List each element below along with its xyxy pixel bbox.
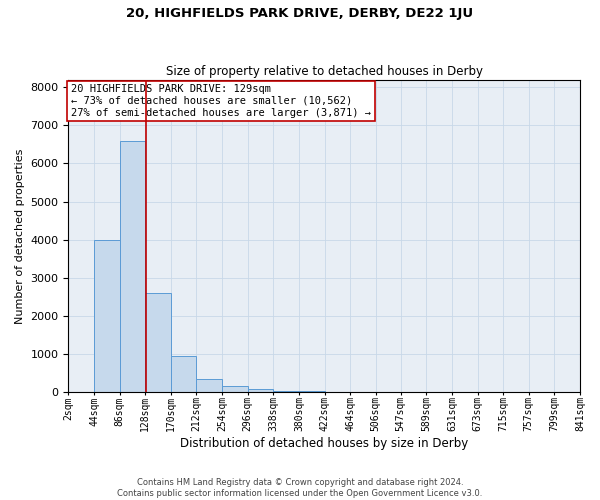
Bar <box>196 380 222 392</box>
Bar <box>145 293 171 392</box>
Text: 20 HIGHFIELDS PARK DRIVE: 129sqm
← 73% of detached houses are smaller (10,562)
2: 20 HIGHFIELDS PARK DRIVE: 129sqm ← 73% o… <box>71 84 371 117</box>
Y-axis label: Number of detached properties: Number of detached properties <box>15 148 25 324</box>
Text: Contains HM Land Registry data © Crown copyright and database right 2024.
Contai: Contains HM Land Registry data © Crown c… <box>118 478 482 498</box>
Bar <box>248 389 273 392</box>
X-axis label: Distribution of detached houses by size in Derby: Distribution of detached houses by size … <box>180 437 469 450</box>
Bar <box>119 140 145 392</box>
Bar <box>273 391 299 392</box>
Bar <box>94 240 119 392</box>
Bar <box>171 356 196 392</box>
Bar <box>222 386 248 392</box>
Title: Size of property relative to detached houses in Derby: Size of property relative to detached ho… <box>166 66 483 78</box>
Text: 20, HIGHFIELDS PARK DRIVE, DERBY, DE22 1JU: 20, HIGHFIELDS PARK DRIVE, DERBY, DE22 1… <box>127 8 473 20</box>
